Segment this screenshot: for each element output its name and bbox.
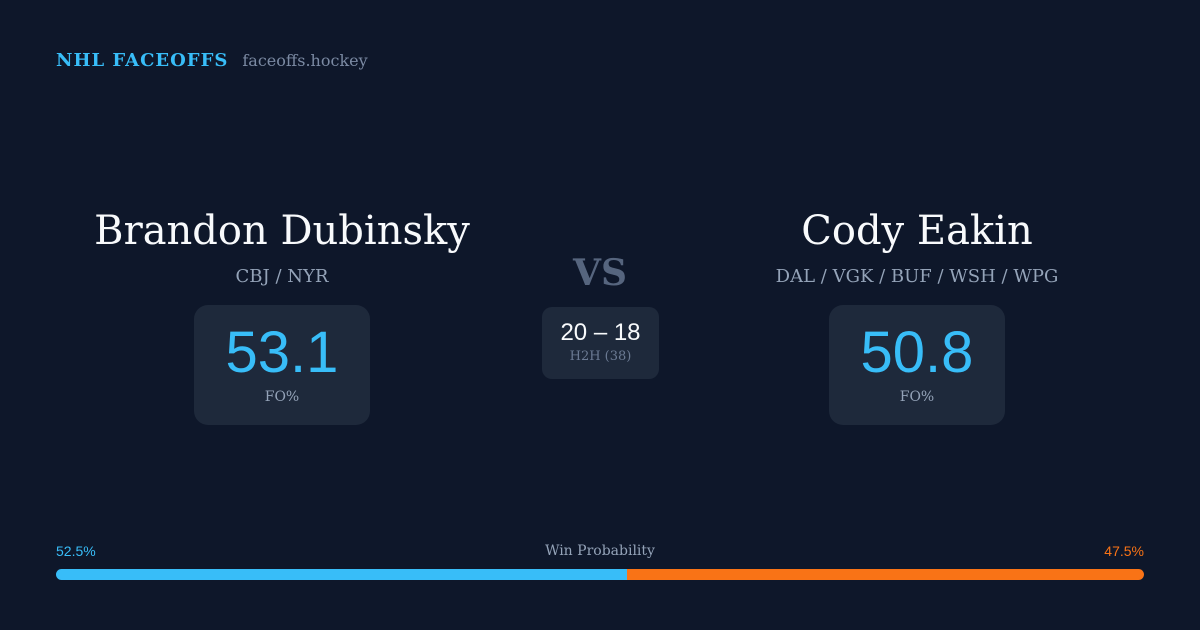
right-probability: 47.5% <box>1104 543 1144 559</box>
probability-bar-left <box>56 569 628 580</box>
player-left: Brandon Dubinsky CBJ / NYR 53.1 FO% <box>52 208 512 425</box>
brand-site: faceoffs.hockey <box>242 51 368 70</box>
player-name: Cody Eakin <box>801 208 1033 254</box>
probability-label: Win Probability <box>545 543 655 559</box>
player-teams: CBJ / NYR <box>235 266 329 287</box>
brand-title: NHL FACEOFFS <box>56 50 229 71</box>
vs-label: VS <box>573 252 627 294</box>
fo-label: FO% <box>899 389 935 405</box>
player-right: Cody Eakin DAL / VGK / BUF / WSH / WPG 5… <box>687 208 1147 425</box>
fo-label: FO% <box>264 389 300 405</box>
win-probability: 52.5% Win Probability 47.5% <box>56 543 1144 580</box>
fo-value: 50.8 <box>860 320 974 385</box>
left-probability: 52.5% <box>56 543 96 559</box>
probability-bar-right <box>627 569 1144 580</box>
fo-card: 50.8 FO% <box>828 305 1006 425</box>
player-teams: DAL / VGK / BUF / WSH / WPG <box>775 266 1059 287</box>
h2h-label: H2H (38) <box>569 349 632 364</box>
fo-value: 53.1 <box>225 320 339 385</box>
h2h-score: 20 – 18 <box>560 319 641 346</box>
probability-bar <box>56 569 1144 580</box>
brand: NHL FACEOFFS faceoffs.hockey <box>56 50 368 71</box>
fo-card: 53.1 FO% <box>193 305 371 425</box>
h2h-card: 20 – 18 H2H (38) <box>542 307 659 379</box>
player-name: Brandon Dubinsky <box>94 208 470 254</box>
